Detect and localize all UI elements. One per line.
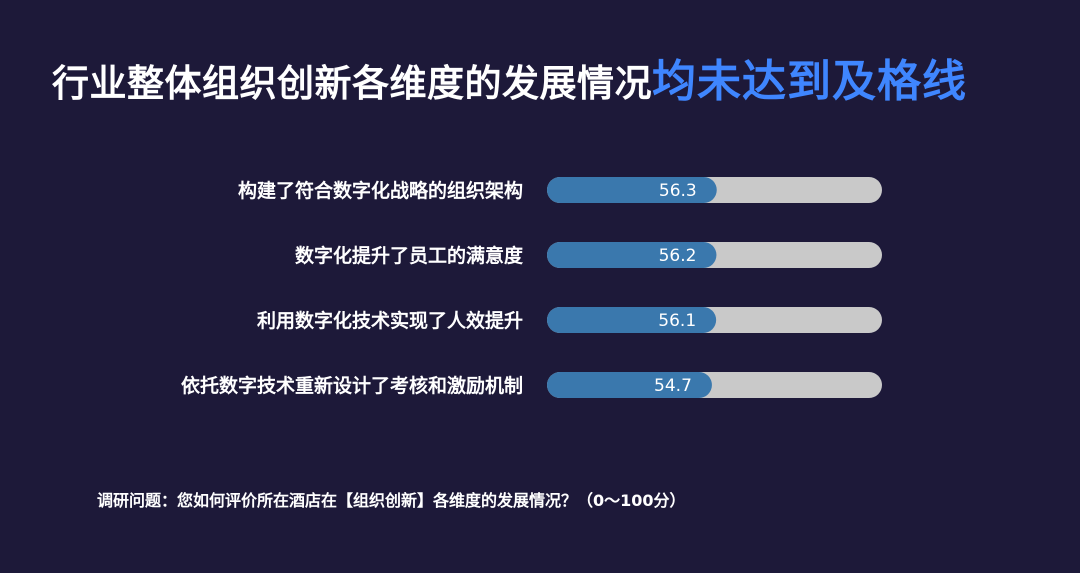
bar-value-label: 56.2: [659, 246, 697, 266]
category-label: 数字化提升了员工的满意度: [295, 244, 524, 267]
category-label: 构建了符合数字化战略的组织架构: [238, 179, 523, 202]
bar-value: [547, 242, 717, 268]
title-highlight-text: 均未达到及格线: [652, 56, 967, 107]
bar-value-label: 56.1: [658, 311, 696, 331]
page-title: 行业整体组织创新各维度的发展情况均未达到及格线: [52, 52, 967, 114]
bar-value-label: 54.7: [654, 376, 692, 396]
bar-value: [547, 307, 717, 333]
bar-value-label: 56.3: [659, 181, 697, 201]
title-main-text: 行业整体组织创新各维度的发展情况: [52, 62, 652, 105]
category-label: 依托数字技术重新设计了考核和激励机制: [181, 374, 523, 397]
bar-value: [547, 177, 717, 203]
category-label: 利用数字化技术实现了人效提升: [257, 309, 523, 332]
survey-footnote: 调研问题：您如何评价所在酒店在【组织创新】各维度的发展情况？（0～100分）: [97, 491, 686, 510]
bar-value: [547, 372, 712, 398]
